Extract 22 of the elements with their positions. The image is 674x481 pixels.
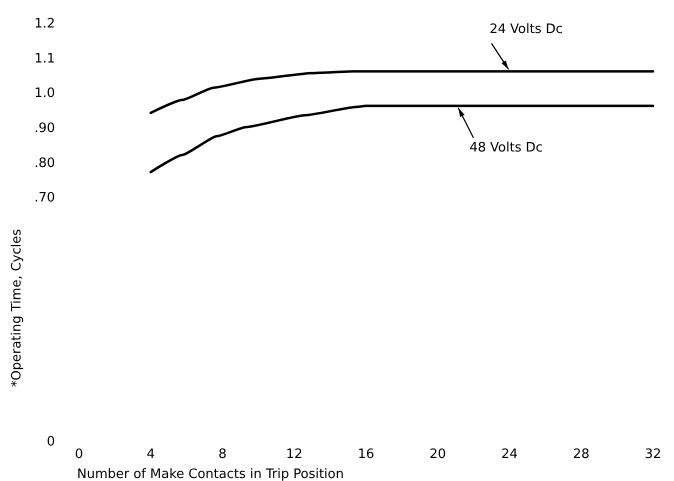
x-axis-title: Number of Make Contacts in Trip Position — [77, 467, 344, 481]
y-tick-label: 1.2 — [34, 16, 55, 32]
x-tick-label: 32 — [644, 447, 662, 462]
x-tick-label: 0 — [74, 447, 84, 462]
x-tick-label: 28 — [572, 447, 590, 462]
y-tick-label: 1.0 — [34, 86, 55, 102]
x-tick-label: 16 — [358, 447, 374, 462]
x-tick-label: 8 — [218, 447, 227, 462]
x-tick-label: 4 — [146, 447, 155, 462]
y-tick-label: .70 — [34, 190, 55, 206]
annotation: 48 Volts Dc — [469, 140, 543, 156]
x-tick-label: 12 — [286, 447, 303, 462]
x-tick-label: 24 — [501, 447, 518, 462]
y-axis-title: *Operating Time, Cycles — [9, 228, 24, 388]
annotation: 24 Volts Dc — [490, 22, 563, 37]
line-series — [150, 70, 654, 114]
y-tick-label: .80 — [34, 156, 55, 171]
y-tick-label: .90 — [34, 121, 55, 136]
line-series — [150, 104, 654, 174]
x-tick-label: 20 — [429, 447, 446, 462]
y-tick-label: 0 — [46, 434, 55, 450]
y-tick-label: 1.1 — [34, 51, 55, 66]
